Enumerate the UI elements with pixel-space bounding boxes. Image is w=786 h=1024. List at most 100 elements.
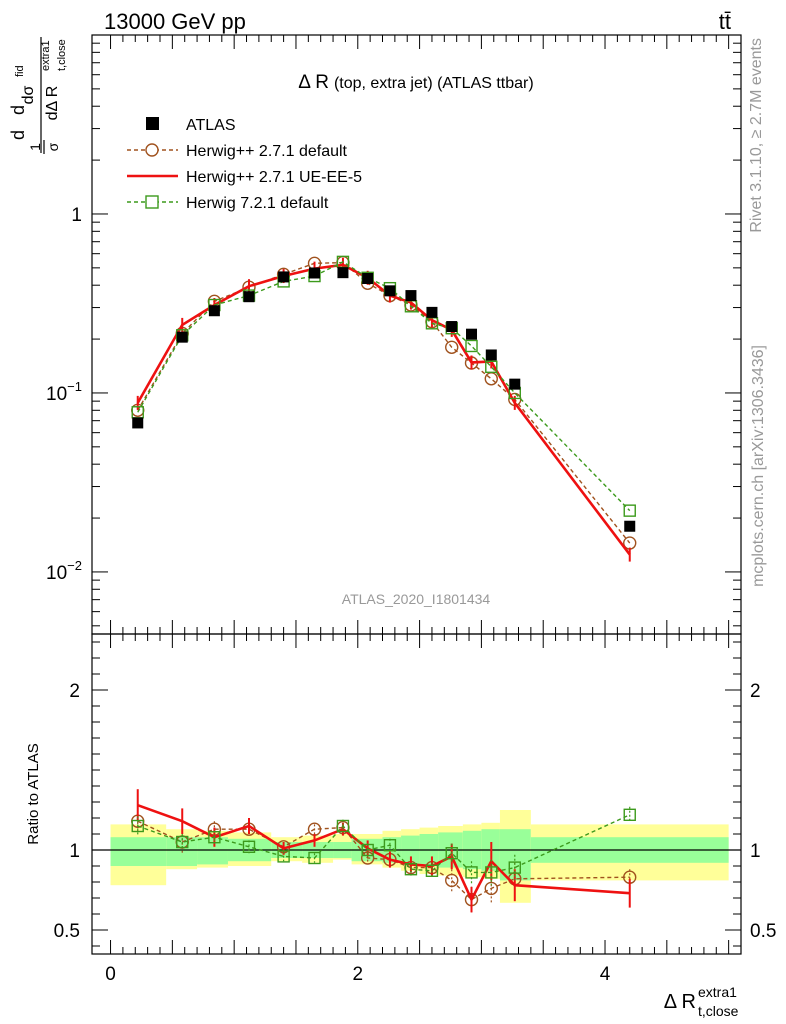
main-herwig-7-2-1-default-line	[137, 261, 631, 512]
main-series-layer	[131, 255, 637, 562]
legend-label-herwig721: Herwig 7.2.1 default	[186, 195, 329, 212]
ratio-herwig-7-2-1-default-line	[137, 814, 631, 874]
ylabel-one: 1	[27, 143, 43, 151]
ratio-axis-ticks: 0 2 4 0.5 0.5 1 1 2 2	[54, 634, 776, 985]
main-atlas-data-point	[176, 331, 188, 343]
main-herwig-7-2-1-default-marker	[485, 360, 498, 374]
x-tick-label: 2	[352, 964, 363, 985]
chart-title: Δ R (top, extra jet) (ATLAS ttbar)	[298, 72, 533, 93]
ylabel-fid: fid	[14, 65, 26, 77]
ratio-y-axis-label: Ratio to ATLAS	[25, 743, 42, 844]
main-herwig-2-7-1-default-marker	[445, 340, 459, 354]
ratio-y-tick-label-left: 0.5	[54, 921, 80, 942]
header-left: 13000 GeV pp	[104, 9, 246, 34]
ratio-band-inner	[197, 837, 228, 865]
ratio-herwig-7-2-1-default-marker	[508, 861, 521, 874]
x-axis-label-sup: extra1	[698, 984, 737, 1000]
ratio-y-tick-label-left: 2	[69, 681, 80, 702]
main-herwig-7-2-1-default-marker	[465, 339, 478, 353]
chart-title-main: Δ R	[298, 72, 329, 93]
analysis-watermark: ATLAS_2020_I1801434	[342, 591, 491, 607]
ratio-herwig-7-2-1-default-marker	[465, 866, 478, 879]
tick-exponent: −1	[67, 379, 82, 394]
x-axis-label: Δ R extra1 t,close	[664, 984, 739, 1019]
legend-label-herwigpp-ueee5: Herwig++ 2.7.1 UE-EE-5	[186, 169, 362, 186]
ratio-frame	[91, 633, 742, 955]
x-tick-label: 0	[105, 964, 116, 985]
ratio-herwig-2-7-1-default-marker	[484, 881, 498, 896]
ratio-y-tick-label-right: 0.5	[750, 921, 776, 942]
ratio-band-inner	[166, 837, 198, 866]
main-y-tick-label: 1	[71, 205, 82, 226]
tick-base: 1	[71, 205, 82, 226]
main-y-tick-label: 10−1	[46, 379, 82, 405]
legend-marker-atlas	[146, 117, 159, 130]
ylabel-d2: d	[8, 105, 28, 115]
ratio-y-tick-label-right: 1	[750, 841, 761, 862]
main-atlas-data-point	[337, 267, 349, 279]
ratio-herwig-7-2-1-default-marker	[308, 851, 321, 865]
legend-marker-herwigpp-default	[145, 143, 159, 157]
ylabel-sigma: σ	[45, 142, 61, 151]
chart-title-sub: (top, extra jet) (ATLAS ttbar)	[334, 75, 534, 92]
ratio-herwig-7-2-1-default-marker	[623, 808, 636, 821]
ratio-y-tick-label-left: 1	[69, 841, 80, 862]
ratio-herwig-7-2-1-default-marker	[361, 843, 374, 857]
ylabel-extra1: extra1	[40, 40, 52, 71]
tick-base: 10	[46, 384, 67, 405]
x-axis-label-sub: t,close	[698, 1003, 739, 1019]
ratio-herwig-7-2-1-default-marker	[208, 831, 221, 844]
ratio-herwig-2-7-1-default-marker	[445, 873, 459, 888]
ylabel-dsigma: dσ	[20, 85, 37, 104]
ratio-herwig-7-2-1-default-marker	[131, 819, 144, 833]
ratio-herwig-7-2-1-default-marker	[404, 863, 418, 876]
main-atlas-data-point	[426, 306, 438, 318]
main-atlas-data-point	[405, 290, 417, 302]
main-herwig-2-7-1-default-marker	[484, 372, 498, 386]
legend: ATLAS Herwig++ 2.7.1 default Herwig++ 2.…	[127, 117, 362, 212]
ratio-herwig-7-2-1-default-marker	[176, 835, 189, 849]
main-atlas-data-point	[466, 328, 478, 340]
main-atlas-data-point	[509, 378, 521, 390]
ratio-herwig-7-2-1-default-marker	[445, 847, 458, 860]
ratio-panel: 0 2 4 0.5 0.5 1 1 2 2 Ratio to ATLAS	[25, 633, 776, 985]
x-tick-label: 4	[600, 964, 611, 985]
legend-label-atlas: ATLAS	[186, 117, 236, 134]
main-y-tick-label: 10−2	[46, 558, 82, 584]
main-atlas-data-point	[309, 267, 321, 279]
main-atlas-data-point	[208, 305, 220, 317]
main-herwig-7-2-1-default-marker	[623, 504, 636, 517]
ratio-herwig-7-2-1-default-marker	[485, 866, 498, 879]
ylabel-d: d	[8, 130, 28, 140]
ratio-herwig-2-7-1-ue-ee-5-line	[137, 803, 630, 903]
ratio-herwig-7-2-1-default-marker	[336, 819, 350, 833]
ratio-herwig-7-2-1-default-marker	[425, 864, 439, 877]
main-atlas-data-point	[384, 285, 396, 297]
main-atlas-data-point	[362, 273, 374, 285]
ratio-herwig-7-2-1-default-marker	[242, 840, 256, 853]
tick-base: 10	[46, 563, 67, 584]
ratio-herwig-7-2-1-default-marker	[383, 839, 397, 852]
tick-exponent: −2	[67, 558, 82, 573]
main-atlas-data-point	[624, 520, 636, 532]
ratio-series-layer	[131, 789, 637, 913]
main-herwig-2-7-1-ue-ee-5-line	[136, 263, 631, 556]
ratio-y-tick-label-right: 2	[750, 681, 761, 702]
main-atlas-data-point	[446, 321, 458, 333]
ylabel-tclose: t,close	[56, 39, 68, 71]
header-right: tt̄	[719, 9, 731, 34]
ratio-bands-layer	[110, 810, 729, 903]
main-atlas-data-point	[132, 417, 144, 429]
ratio-band-inner	[110, 837, 167, 866]
legend-marker-herwig721	[145, 195, 159, 209]
rivet-version-note: Rivet 3.1.10, ≥ 2.7M events	[748, 38, 765, 233]
ratio-herwig-7-2-1-default-marker	[277, 850, 290, 863]
main-panel: 10−210−11 Δ R (top, extra jet) (ATLAS ttb…	[8, 34, 742, 635]
ylabel-ddeltar: dΔ R	[44, 86, 61, 121]
x-axis-label-main: Δ R	[664, 991, 696, 1013]
main-y-axis-label: d 1 σ d dσ fid dΔ R t,close extra1	[8, 37, 68, 154]
main-atlas-data-point	[243, 291, 255, 303]
main-atlas-data-point	[278, 271, 290, 283]
main-herwig-2-7-1-default-line	[137, 261, 631, 544]
